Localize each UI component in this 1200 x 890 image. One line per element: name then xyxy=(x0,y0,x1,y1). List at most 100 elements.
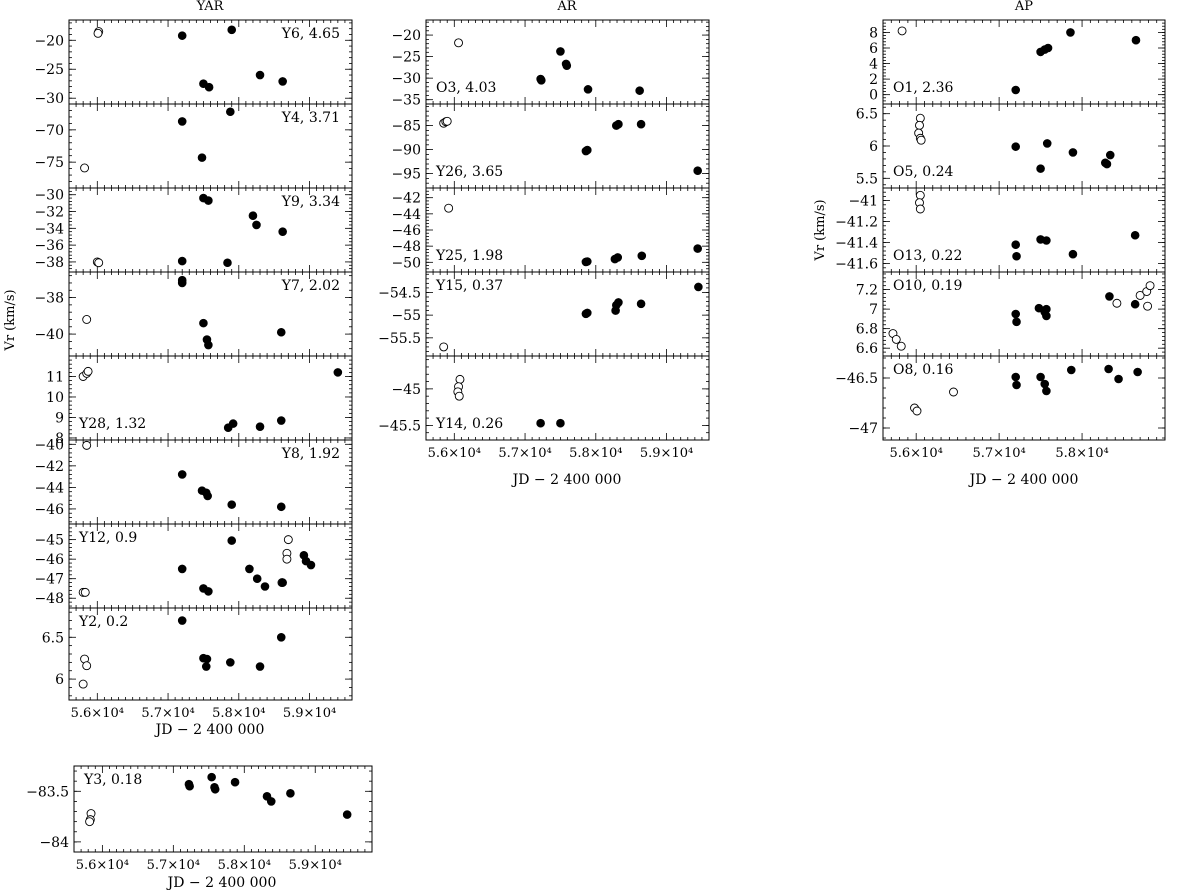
filled-point xyxy=(1012,380,1021,390)
filled-point xyxy=(1042,386,1051,396)
y-tick-label: −46 xyxy=(391,223,421,239)
y-tick-label: −41.2 xyxy=(835,215,878,231)
filled-point xyxy=(1066,28,1075,37)
y-tick-label: 6 xyxy=(55,672,64,688)
panel-9: 5.6×10⁴ 5.7×10⁴ 5.8×10⁴ 5.9×10⁴ −83.5 −84 Y3, … xyxy=(26,765,373,873)
filled-point xyxy=(210,784,220,794)
open-point xyxy=(896,341,906,351)
y-tick-label: −75 xyxy=(34,155,64,171)
column-title-ar: AR xyxy=(556,0,577,14)
panel-3: −30−32−34−36−38 Y9, 3.34 xyxy=(34,187,353,273)
filled-point xyxy=(185,781,194,791)
filled-point xyxy=(177,616,187,625)
y-tick-label: −90 xyxy=(391,143,421,159)
open-point xyxy=(82,661,92,671)
y-tick-label: −47 xyxy=(848,421,878,437)
y-tick-label: −55.5 xyxy=(378,331,421,347)
x-tick-label: 5.8×10⁴ xyxy=(569,446,622,461)
filled-point xyxy=(583,145,592,155)
y-tick-label: 0 xyxy=(869,88,878,104)
x-tick-label: 5.9×10⁴ xyxy=(640,446,693,461)
y-tick-label: −48 xyxy=(391,239,421,255)
y-tick-label: −36 xyxy=(34,238,64,254)
filled-point xyxy=(1133,367,1142,377)
open-point xyxy=(282,554,292,564)
y-tick-label: −46 xyxy=(34,502,64,518)
y-tick-label: −54.5 xyxy=(378,285,421,301)
open-point xyxy=(915,120,924,130)
open-point xyxy=(283,535,293,545)
open-point xyxy=(454,38,463,48)
panel-label: Y25, 1.98 xyxy=(435,248,503,264)
filled-point xyxy=(201,662,211,671)
y-tick-label: −30 xyxy=(34,188,64,204)
y-tick-label: −83.5 xyxy=(26,784,69,800)
x-axis-label-yar: JD − 2 400 000 xyxy=(154,722,265,738)
y-tick-label: 8 xyxy=(869,25,878,41)
open-point xyxy=(455,374,465,384)
y-tick-label: 7 xyxy=(869,302,878,318)
filled-point xyxy=(1066,365,1076,375)
y-tick-label: −41 xyxy=(848,194,878,210)
filled-point xyxy=(177,256,187,266)
filled-point xyxy=(1012,317,1021,327)
filled-point xyxy=(1130,230,1140,240)
filled-point xyxy=(227,500,237,509)
y-tick-label: −48 xyxy=(34,591,64,607)
filled-point xyxy=(255,422,265,431)
y-tick-label: −45 xyxy=(391,382,421,398)
x-tick-label: 5.9×10⁴ xyxy=(283,706,336,721)
open-point xyxy=(94,258,104,268)
y-tick-label: 11 xyxy=(46,369,64,385)
filled-point xyxy=(278,227,287,236)
filled-point xyxy=(278,77,287,86)
filled-point xyxy=(614,298,623,307)
y-tick-label: −38 xyxy=(34,255,64,271)
filled-point xyxy=(637,251,647,261)
panel-label: O1, 2.36 xyxy=(893,80,954,96)
y-tick-label: −47 xyxy=(34,572,64,588)
open-point xyxy=(915,190,925,200)
filled-point xyxy=(260,582,270,591)
filled-point xyxy=(223,258,232,268)
y-tick-label: −40 xyxy=(34,327,64,343)
y-tick-label: −41.4 xyxy=(835,236,878,252)
column-title-yar: YAR xyxy=(196,0,225,14)
filled-point xyxy=(177,564,187,574)
filled-point xyxy=(207,772,216,782)
filled-point xyxy=(276,416,286,425)
x-tick-label: 5.6×10⁴ xyxy=(890,446,943,461)
filled-point xyxy=(227,25,237,35)
filled-point xyxy=(199,318,208,328)
x-tick-label: 5.7×10⁴ xyxy=(498,446,551,461)
filled-point xyxy=(1130,299,1140,309)
y-tick-label: −30 xyxy=(391,71,421,87)
filled-point xyxy=(1011,142,1021,151)
filled-point xyxy=(693,244,702,253)
panel-4: −38 −40 Y7, 2.02 xyxy=(34,271,353,357)
filled-point xyxy=(1011,309,1021,319)
y-tick-label: −20 xyxy=(34,33,64,49)
filled-point xyxy=(614,119,623,129)
panel-7: −45 −46 −47 −48 Y12, 0.9 xyxy=(34,523,353,609)
filled-point xyxy=(1011,85,1021,95)
filled-point xyxy=(1114,374,1123,384)
open-point xyxy=(93,28,103,38)
open-point xyxy=(1112,298,1122,308)
y-tick-label: 8 xyxy=(55,431,64,447)
panel-label: O3, 4.03 xyxy=(436,80,496,96)
filled-point xyxy=(255,662,265,671)
panel-11: −85 −90 −95 Y26, 3.65 xyxy=(391,103,710,189)
y-tick-label: −20 xyxy=(391,28,421,44)
panel-label: O10, 0.19 xyxy=(893,278,962,294)
x-tick-label: 5.8×10⁴ xyxy=(212,706,265,721)
y-tick-label: −95 xyxy=(391,167,421,183)
panel-1: −20 −25 −30 Y6, 4.65 xyxy=(34,19,353,107)
y-tick-label: 4 xyxy=(869,57,878,73)
open-point xyxy=(80,587,90,597)
y-tick-label: 9 xyxy=(55,410,64,426)
filled-point xyxy=(204,196,213,205)
y-tick-label: −30 xyxy=(34,91,64,107)
filled-point xyxy=(1036,164,1045,173)
